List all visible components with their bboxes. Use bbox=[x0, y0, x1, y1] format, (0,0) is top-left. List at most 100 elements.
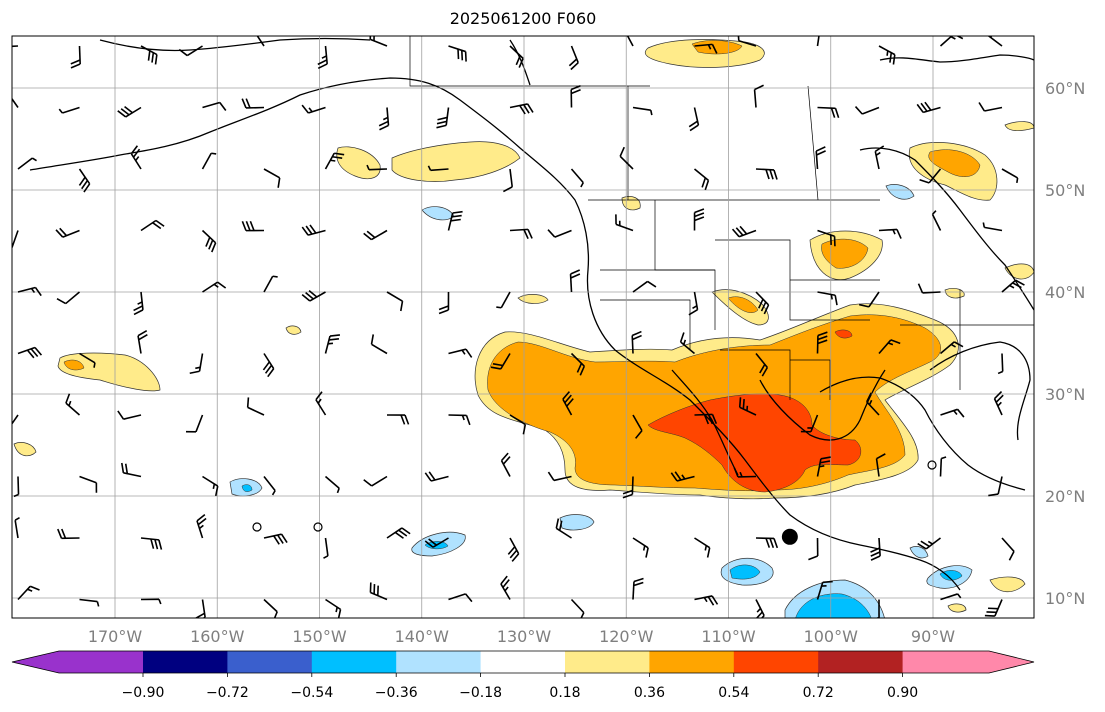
wind-barb bbox=[70, 45, 81, 69]
wind-barb bbox=[263, 598, 278, 618]
wind-barb bbox=[17, 585, 40, 601]
wind-barb bbox=[733, 467, 757, 478]
wind-barb bbox=[500, 452, 511, 477]
wind-barb bbox=[185, 414, 204, 433]
wind-barb bbox=[241, 98, 265, 109]
colorbar-segment bbox=[565, 651, 650, 673]
wind-barb bbox=[688, 291, 699, 316]
wind-barb bbox=[815, 146, 826, 170]
wind-barb bbox=[301, 104, 326, 114]
neg-blue-hawaii bbox=[241, 484, 253, 492]
wind-barb bbox=[503, 168, 514, 193]
wind-barb bbox=[632, 106, 653, 116]
wind-barb bbox=[570, 85, 581, 108]
wind-barb bbox=[301, 224, 326, 236]
wind-barb bbox=[755, 599, 765, 618]
wind-barb bbox=[79, 475, 98, 493]
neg-blue-ep2 bbox=[729, 564, 761, 580]
colorbar-segment bbox=[818, 651, 904, 673]
wind-barb bbox=[490, 353, 511, 370]
wind-barb bbox=[78, 168, 91, 193]
wind-barb bbox=[262, 353, 275, 378]
wind-barb bbox=[369, 582, 388, 601]
calm-circle bbox=[313, 522, 323, 532]
wind-barb bbox=[738, 397, 757, 416]
wind-barb bbox=[875, 599, 880, 618]
wind-barb bbox=[568, 45, 579, 71]
wind-barb bbox=[386, 291, 404, 312]
wind-barb bbox=[858, 291, 880, 308]
wind-barb bbox=[688, 107, 700, 132]
map-frame bbox=[11, 35, 1035, 619]
wind-barb bbox=[121, 462, 142, 478]
wind-barb bbox=[263, 533, 288, 545]
wind-barb bbox=[1001, 279, 1025, 293]
wind-barb bbox=[189, 353, 204, 375]
colorbar-tick-label: 0.18 bbox=[549, 685, 580, 701]
wind-barb bbox=[55, 227, 80, 238]
neg-region-hudson bbox=[885, 184, 915, 200]
wind-barb bbox=[427, 165, 449, 172]
wind-barb bbox=[140, 219, 165, 232]
wind-barb bbox=[323, 537, 329, 559]
pos-region-nw bbox=[517, 294, 549, 304]
wind-barb bbox=[670, 471, 695, 482]
wind-barb bbox=[58, 106, 80, 114]
wind-barb bbox=[570, 598, 585, 618]
colorbar-tick-labels: −0.90 −0.72 −0.54 −0.36 −0.18 0.18 0.36 0.54 0.7… bbox=[122, 673, 918, 701]
wind-barb bbox=[436, 107, 450, 129]
wind-barb bbox=[919, 168, 942, 184]
wind-barb bbox=[17, 157, 37, 170]
wind-barb bbox=[997, 353, 1004, 375]
wind-barb bbox=[693, 208, 705, 231]
wind-barb bbox=[133, 291, 144, 316]
wind-barb bbox=[263, 168, 281, 188]
latitude-labels: 60°N 50°N 40°N 30°N 20°N 10°N bbox=[1045, 79, 1085, 608]
wind-barb bbox=[263, 476, 276, 496]
wind-barb bbox=[17, 346, 43, 359]
wind-barb bbox=[496, 291, 511, 309]
pos-region-carib bbox=[989, 576, 1026, 593]
lon-label: 90°W bbox=[911, 627, 955, 646]
colorbar-tick-label: −0.72 bbox=[206, 685, 249, 701]
wind-barb bbox=[755, 537, 779, 549]
wind-barb bbox=[363, 475, 388, 487]
wind-barb bbox=[12, 230, 19, 249]
neg-region-ep4 bbox=[559, 514, 595, 531]
wind-barb bbox=[694, 537, 711, 558]
wind-barb bbox=[317, 45, 328, 70]
colorbar-tick-label: −0.36 bbox=[375, 685, 418, 701]
borders bbox=[409, 36, 1034, 400]
wind-barb bbox=[631, 330, 642, 354]
wind-barb bbox=[562, 391, 574, 416]
wind-barb bbox=[755, 291, 770, 315]
wind-barb bbox=[878, 45, 896, 65]
lat-label: 50°N bbox=[1045, 181, 1085, 200]
pos-orange-centralpac bbox=[63, 359, 85, 371]
wind-barb bbox=[130, 145, 142, 170]
calm-circle bbox=[927, 460, 937, 470]
wind-barb bbox=[201, 229, 217, 253]
colorbar-tick-label: 0.54 bbox=[718, 685, 749, 701]
wind-barb bbox=[56, 291, 81, 305]
pos-red-mid bbox=[834, 329, 853, 339]
pos-region-bc bbox=[391, 141, 521, 182]
wind-barb bbox=[982, 222, 1003, 232]
lon-label: 160°W bbox=[190, 627, 245, 646]
wind-barb bbox=[1001, 537, 1015, 561]
wind-barb bbox=[12, 45, 19, 48]
lat-label: 40°N bbox=[1045, 283, 1085, 302]
wind-barb bbox=[140, 537, 163, 550]
colorbar-segment bbox=[649, 651, 735, 673]
wind-barb bbox=[117, 410, 142, 420]
wind-barb bbox=[878, 228, 902, 239]
map-title: 2025061200 F060 bbox=[449, 9, 597, 28]
wind-barb bbox=[256, 36, 265, 47]
wind-barb bbox=[507, 537, 520, 562]
wind-barb bbox=[816, 456, 831, 477]
wind-barb bbox=[569, 269, 581, 293]
wind-barb bbox=[509, 414, 527, 435]
lon-label: 130°W bbox=[497, 627, 552, 646]
wind-barb bbox=[679, 332, 696, 355]
wind-barb bbox=[324, 475, 340, 494]
